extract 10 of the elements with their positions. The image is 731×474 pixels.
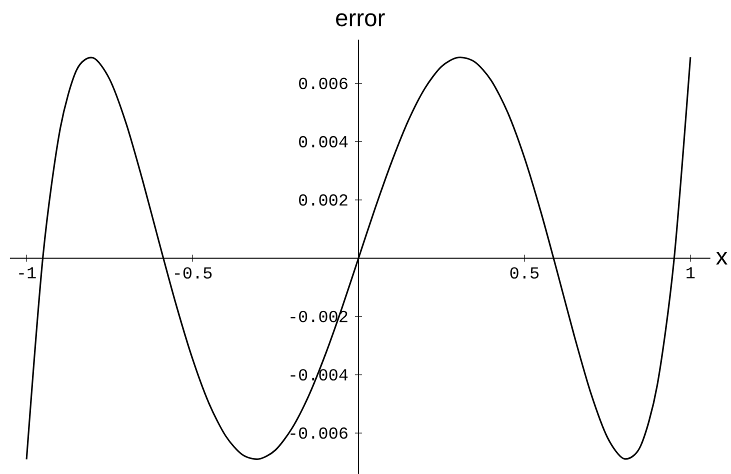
y-tick-label: -0.006 (290, 427, 348, 439)
x-tick-label: 0.5 (510, 267, 539, 278)
x-tick-label: -0.5 (175, 267, 212, 278)
y-tick-label: 0.004 (299, 136, 348, 148)
y-tick-label: 0.002 (299, 194, 348, 206)
x-tick-label: -1 (19, 267, 36, 278)
x-axis-title: x (716, 252, 728, 264)
y-tick-label: 0.006 (299, 78, 348, 89)
x-tick-label: 1 (686, 267, 695, 278)
chart-title: error (336, 13, 385, 26)
